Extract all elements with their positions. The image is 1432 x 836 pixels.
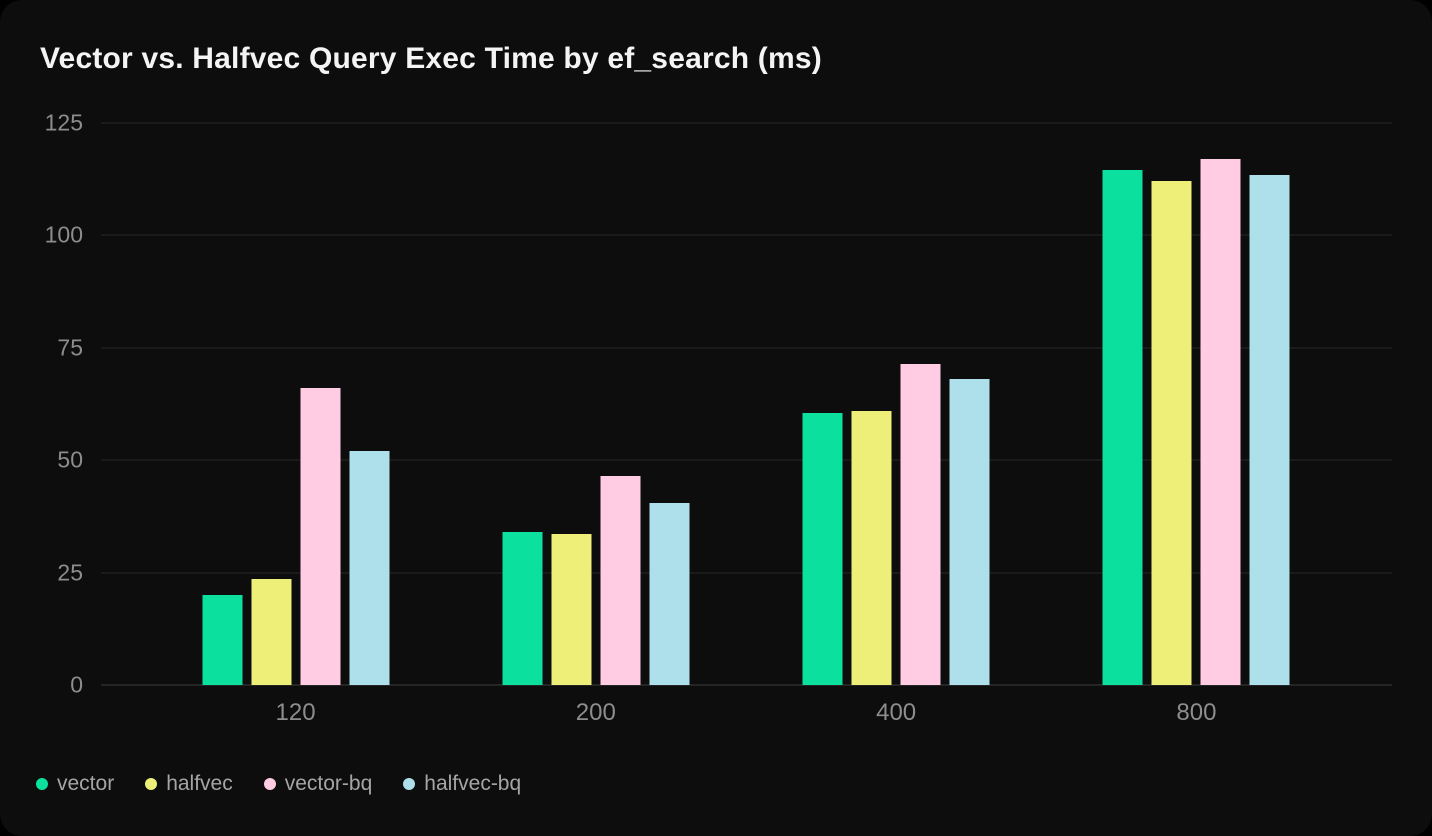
bar-halfvec-bq-200	[649, 502, 690, 685]
x-axis-tick-label: 120	[275, 699, 316, 726]
gridline-0	[101, 684, 1392, 686]
bar-vector-bq-200	[600, 475, 641, 685]
gridline-50	[101, 459, 1392, 461]
bar-halfvec-200	[551, 534, 592, 685]
bar-group-800	[1102, 158, 1290, 685]
gridline-75	[101, 347, 1392, 349]
plot-area: 0 25 50 75 100 125 120 200 400 800	[45, 111, 1392, 725]
legend-label: vector-bq	[284, 772, 373, 795]
legend-label: vector	[57, 772, 115, 795]
x-axis-tick-label: 800	[1176, 699, 1217, 726]
bar-vector-120	[202, 595, 243, 685]
legend: vector halfvec vector-bq halfvec-bq	[36, 772, 521, 796]
gridline-100	[101, 234, 1392, 236]
legend-item-halfvec-bq: halfvec-bq	[403, 772, 521, 796]
legend-label: halfvec	[166, 772, 233, 795]
bar-group-400	[802, 363, 990, 685]
bar-halfvec-bq-120	[349, 451, 390, 685]
bar-vector-800	[1102, 170, 1143, 685]
gridline-125	[101, 122, 1392, 124]
legend-dot-halfvec	[145, 778, 158, 790]
y-axis-tick-label: 125	[44, 109, 83, 136]
legend-dot-halfvec-bq	[403, 778, 416, 790]
y-axis-tick-label: 100	[44, 221, 83, 248]
y-axis-tick-label: 0	[70, 671, 83, 698]
bar-vector-bq-400	[900, 363, 941, 685]
bar-vector-400	[802, 413, 843, 685]
y-axis-tick-label: 75	[57, 334, 83, 361]
bar-group-200	[502, 475, 690, 685]
gridline-25	[101, 572, 1392, 574]
bar-vector-bq-800	[1200, 158, 1241, 685]
x-axis-tick-label: 200	[575, 699, 616, 726]
bar-halfvec-400	[851, 410, 892, 685]
y-axis-tick-label: 50	[57, 446, 83, 473]
legend-label: halfvec-bq	[424, 772, 522, 795]
legend-dot-vector-bq	[263, 778, 276, 790]
bar-halfvec-120	[251, 579, 292, 685]
bar-group-120	[202, 388, 390, 685]
legend-item-vector: vector	[36, 772, 114, 796]
bar-vector-200	[502, 532, 543, 685]
bar-vector-bq-120	[300, 388, 341, 685]
bar-halfvec-bq-400	[949, 379, 990, 685]
legend-item-halfvec: halfvec	[145, 772, 233, 796]
legend-item-vector-bq: vector-bq	[263, 772, 373, 796]
bar-halfvec-bq-800	[1249, 174, 1290, 685]
bar-halfvec-800	[1151, 181, 1192, 685]
legend-dot-vector	[36, 778, 48, 790]
chart-title: Vector vs. Halfvec Query Exec Time by ef…	[40, 42, 822, 75]
y-axis-tick-label: 25	[57, 559, 83, 586]
x-axis-tick-label: 400	[876, 699, 917, 726]
